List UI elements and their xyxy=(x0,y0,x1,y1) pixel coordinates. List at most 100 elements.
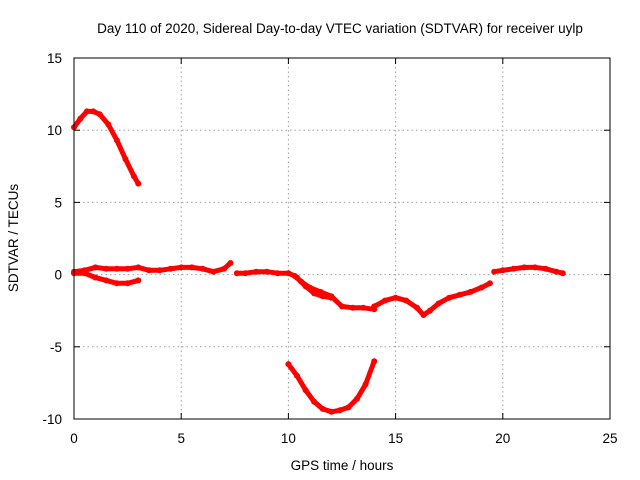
data-point xyxy=(135,264,142,271)
data-point xyxy=(414,304,420,311)
data-point xyxy=(124,280,131,287)
data-point xyxy=(113,265,120,272)
series-line-arc-4 xyxy=(234,269,377,312)
data-point xyxy=(345,404,352,411)
data-point xyxy=(371,303,378,310)
data-point xyxy=(311,398,318,405)
data-point xyxy=(349,304,356,311)
x-axis-label: GPS time / hours xyxy=(291,458,394,473)
data-point xyxy=(105,121,112,128)
data-point xyxy=(491,268,498,275)
series-group xyxy=(71,108,566,415)
y-tick-label: 10 xyxy=(47,123,62,138)
x-tick-label: 20 xyxy=(495,431,510,446)
data-point xyxy=(435,300,442,307)
data-point xyxy=(478,284,485,291)
data-point xyxy=(156,267,163,274)
data-point xyxy=(103,277,110,284)
plot-frame xyxy=(73,57,611,420)
data-point xyxy=(302,283,309,290)
grid xyxy=(74,58,610,419)
data-point xyxy=(311,290,318,297)
y-tick-label: -5 xyxy=(50,340,62,355)
data-point xyxy=(227,260,234,266)
data-point xyxy=(467,288,474,295)
y-tick-label: 0 xyxy=(54,268,62,283)
data-point xyxy=(328,408,335,415)
data-point xyxy=(146,267,152,274)
data-point xyxy=(233,270,240,277)
data-point xyxy=(96,111,103,118)
data-point xyxy=(113,280,120,287)
data-point xyxy=(124,265,131,272)
data-point xyxy=(135,180,142,187)
chart-title: Day 110 of 2020, Sidereal Day-to-day VTE… xyxy=(97,21,583,36)
data-point xyxy=(103,265,110,272)
data-point xyxy=(81,267,88,274)
data-point xyxy=(420,312,427,318)
x-tick-label: 0 xyxy=(70,431,78,446)
data-point xyxy=(456,291,463,298)
data-point xyxy=(210,268,217,275)
data-point xyxy=(392,294,399,301)
data-point xyxy=(486,280,493,287)
data-point xyxy=(328,294,335,301)
data-point xyxy=(360,304,367,311)
series-line-arc-6 xyxy=(285,358,377,415)
data-point xyxy=(122,156,129,163)
data-point xyxy=(542,265,549,272)
data-point xyxy=(77,115,84,122)
y-tick-label: 5 xyxy=(54,195,62,210)
data-point xyxy=(135,277,142,284)
data-point xyxy=(167,265,174,272)
data-point xyxy=(339,303,345,310)
x-tick-label: 25 xyxy=(602,431,617,446)
series-line-arc-3 xyxy=(71,260,233,275)
y-tick-label: 15 xyxy=(47,51,62,66)
data-point xyxy=(285,270,292,277)
data-point xyxy=(362,381,369,388)
data-point xyxy=(354,395,360,402)
axis-ticks xyxy=(73,57,611,420)
data-point xyxy=(294,274,300,281)
data-point xyxy=(319,293,326,300)
data-point xyxy=(302,387,309,394)
data-point xyxy=(499,267,506,274)
data-point xyxy=(521,264,528,271)
data-point xyxy=(285,361,292,368)
data-point xyxy=(510,265,517,272)
data-point xyxy=(242,270,249,277)
data-point xyxy=(253,268,260,275)
data-point xyxy=(381,297,388,304)
data-point xyxy=(274,270,281,277)
data-point xyxy=(131,173,137,180)
data-point xyxy=(92,264,99,271)
data-point xyxy=(178,264,185,271)
series-line-arc-1 xyxy=(71,108,141,187)
x-tick-label: 10 xyxy=(281,431,296,446)
data-point xyxy=(426,307,433,314)
data-point xyxy=(199,265,206,272)
y-axis-label: SDTVAR / TECUs xyxy=(6,184,21,293)
data-point xyxy=(264,268,270,275)
x-tick-label: 15 xyxy=(388,431,403,446)
data-point xyxy=(188,264,195,271)
data-point xyxy=(83,108,90,115)
data-point xyxy=(559,270,566,277)
data-point xyxy=(92,274,99,281)
data-point xyxy=(446,294,453,301)
data-point xyxy=(90,108,97,115)
x-tick-labels: 0 5 10 15 20 25 xyxy=(70,431,617,446)
data-point xyxy=(336,407,343,414)
data-point xyxy=(532,264,538,271)
y-tick-label: -10 xyxy=(42,412,62,427)
data-point xyxy=(294,372,300,379)
x-tick-label: 5 xyxy=(177,431,185,446)
y-tick-labels: -10 -5 0 5 10 15 xyxy=(42,51,62,427)
data-point xyxy=(221,265,228,272)
data-point xyxy=(319,405,326,412)
data-point xyxy=(403,297,410,304)
data-point xyxy=(553,268,560,275)
data-point xyxy=(113,137,120,144)
